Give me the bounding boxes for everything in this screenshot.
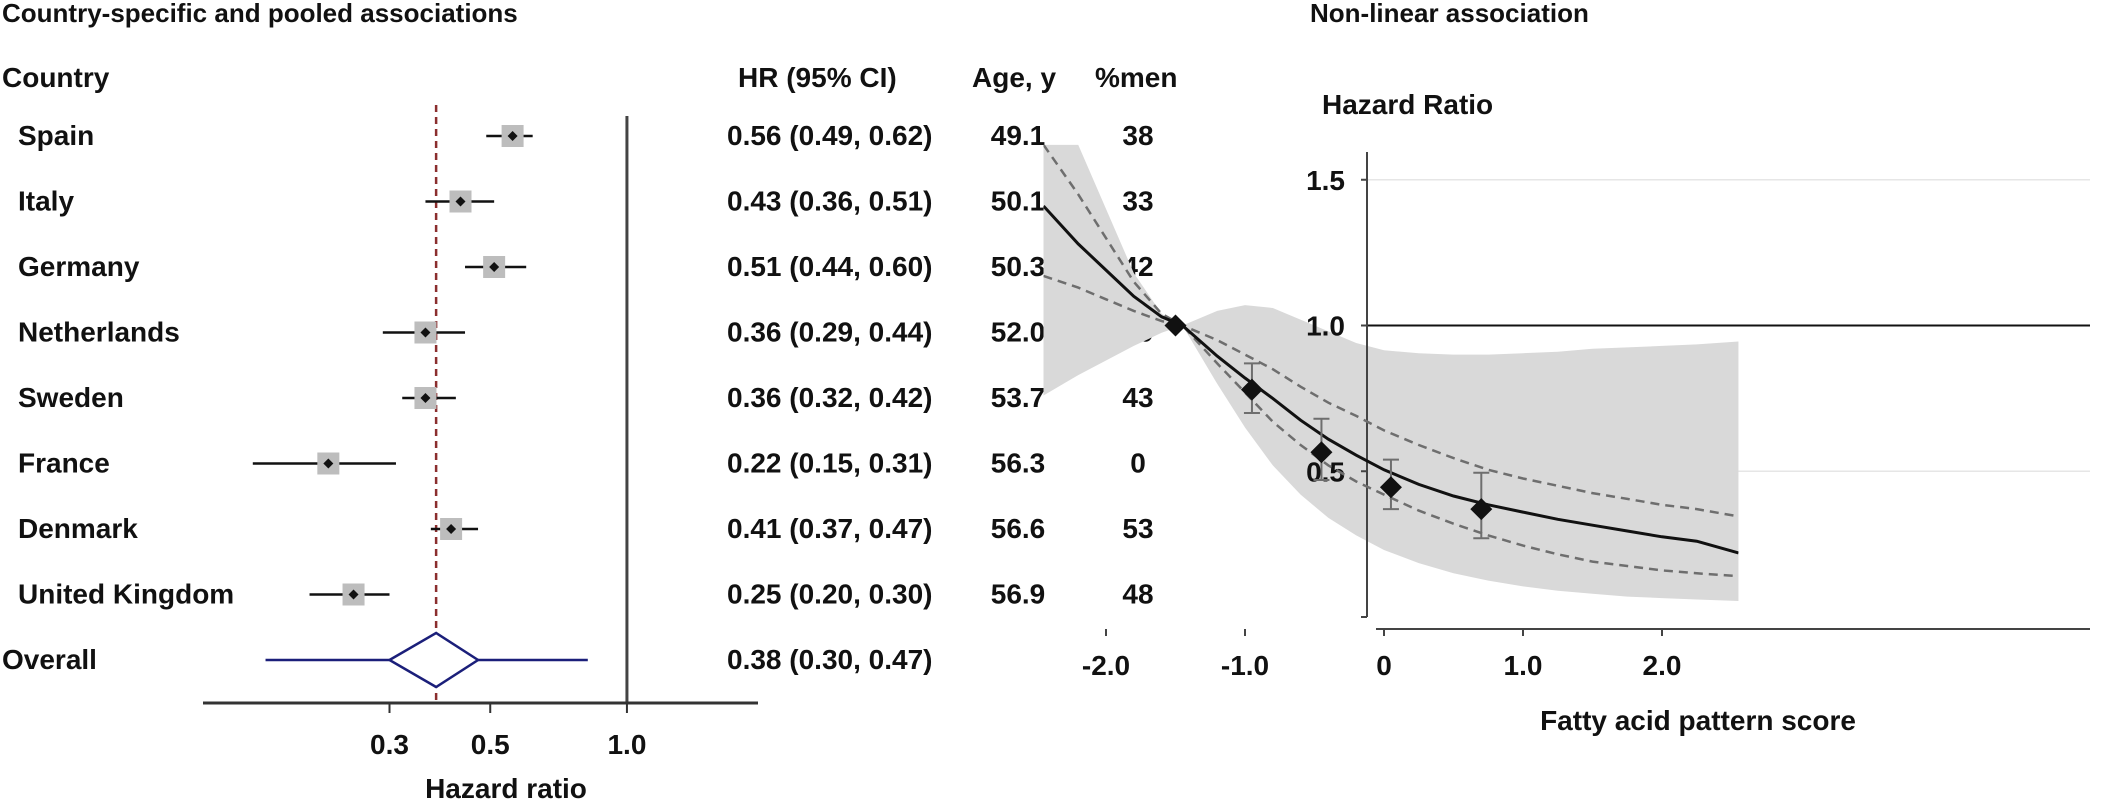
x-tick-label: 1.0 — [1504, 650, 1543, 681]
header-country: Country — [2, 62, 110, 93]
x-tick-label: 0 — [1376, 650, 1392, 681]
percent-men-value: 48 — [1122, 579, 1153, 610]
country-label: France — [18, 448, 110, 479]
point-estimate-marker — [420, 327, 431, 338]
percent-men-value: 0 — [1130, 448, 1146, 479]
point-estimate-marker — [455, 196, 466, 207]
spline-plot-panel: Non-linear association Hazard Ratio 1.5 1… — [1043, 0, 2090, 736]
point-marker — [1379, 476, 1402, 499]
point-estimate-marker — [489, 262, 500, 272]
point-estimate-marker — [323, 458, 334, 469]
hr-ci-value: 0.41 (0.37, 0.47) — [727, 513, 932, 544]
hr-ci-value: 0.25 (0.20, 0.30) — [727, 579, 932, 610]
point-marker — [1470, 498, 1493, 521]
x-tick-label: -1.0 — [1221, 650, 1269, 681]
forest-reference-lines — [434, 105, 629, 703]
category-point — [1470, 471, 1493, 540]
mean-age-value: 53.7 — [991, 382, 1046, 413]
country-label: Sweden — [18, 382, 124, 413]
country-label: Netherlands — [18, 317, 180, 348]
pooled-diamond — [387, 631, 481, 689]
spline-x-axis-label: Fatty acid pattern score — [1540, 705, 1856, 736]
hr-ci-value: 0.56 (0.49, 0.62) — [727, 120, 932, 151]
country-label: Denmark — [18, 513, 138, 544]
mean-age-value: 56.3 — [991, 448, 1046, 479]
overall-label: Overall — [2, 644, 97, 675]
point-estimate-marker — [420, 393, 431, 403]
percent-men-value: 38 — [1122, 120, 1153, 151]
estimate-curve — [1043, 204, 1739, 555]
percent-men-value: 43 — [1122, 382, 1153, 413]
point-estimate-marker — [348, 589, 359, 600]
point-marker — [1240, 378, 1263, 401]
percent-men-value: 53 — [1122, 513, 1153, 544]
spline-plot-area: 1.51.00.5-2.0 -1.0 0 1.0 2.0 — [1043, 144, 2090, 681]
forest-x-ticks: 0.3 0.5 1.0 — [370, 703, 646, 760]
header-percent-men: %men — [1095, 62, 1177, 93]
category-point — [1240, 362, 1263, 414]
x-tick-label: 0.3 — [370, 729, 409, 760]
ci-upper-curve — [1043, 144, 1739, 518]
hr-ci-value: 0.51 (0.44, 0.60) — [727, 251, 932, 282]
forest-row-overall: Overall 0.38 (0.30, 0.47) — [2, 631, 932, 689]
point-marker — [1310, 441, 1333, 464]
x-tick-label: -2.0 — [1082, 650, 1130, 681]
header-hr-ci: HR (95% CI) — [738, 62, 897, 93]
spline-title: Non-linear association — [1310, 0, 1589, 28]
country-label: United Kingdom — [18, 579, 234, 610]
ci-lower-curve — [1043, 274, 1739, 578]
percent-men-value: 33 — [1122, 186, 1153, 217]
country-label: Italy — [18, 186, 74, 217]
mean-age-value: 56.6 — [991, 513, 1046, 544]
hr-ci-value: 0.22 (0.15, 0.31) — [727, 448, 932, 479]
forest-row: Sweden 0.36 (0.32, 0.42) 53.7 43 — [18, 382, 1154, 413]
category-point — [1310, 417, 1333, 481]
spline-y-axis-label: Hazard Ratio — [1322, 89, 1493, 120]
mean-age-value: 50.1 — [991, 186, 1046, 217]
hr-ci-value: 0.36 (0.32, 0.42) — [727, 382, 932, 413]
header-age: Age, y — [972, 62, 1056, 93]
hr-ci-value: 0.43 (0.36, 0.51) — [727, 186, 932, 217]
forest-rows: Spain 0.56 (0.49, 0.62) 49.1 38 Italy 0.43 (0… — [2, 120, 1154, 689]
hr-ci-value: 0.36 (0.29, 0.44) — [727, 317, 932, 348]
forest-plot-panel: Country-specific and pooled associations… — [2, 0, 1177, 800]
category-point — [1164, 314, 1187, 337]
mean-age-value: 56.9 — [991, 579, 1046, 610]
mean-age-value: 50.3 — [991, 251, 1046, 282]
forest-title: Country-specific and pooled associations — [2, 0, 518, 28]
country-label: Spain — [18, 120, 94, 151]
forest-row: Germany 0.51 (0.44, 0.60) 50.3 42 — [18, 251, 1154, 282]
forest-row: Spain 0.56 (0.49, 0.62) 49.1 38 — [18, 120, 1154, 151]
mean-age-value: 52.0 — [991, 317, 1046, 348]
forest-x-axis-label: Hazard ratio — [425, 773, 587, 800]
forest-row: France 0.22 (0.15, 0.31) 56.3 0 — [18, 448, 1146, 479]
y-tick-label: 1.5 — [1306, 165, 1345, 196]
mean-age-value: 49.1 — [991, 120, 1046, 151]
category-point — [1379, 458, 1402, 511]
forest-row: United Kingdom 0.25 (0.20, 0.30) 56.9 48 — [18, 579, 1154, 610]
x-tick-label: 2.0 — [1643, 650, 1682, 681]
y-tick-label: 1.0 — [1306, 311, 1345, 342]
x-tick-label: 1.0 — [607, 729, 646, 760]
overall-hr-ci-value: 0.38 (0.30, 0.47) — [727, 644, 932, 675]
forest-row: Denmark 0.41 (0.37, 0.47) 56.6 53 — [18, 513, 1154, 544]
country-label: Germany — [18, 251, 140, 282]
point-marker — [1164, 314, 1187, 337]
forest-row: Italy 0.43 (0.36, 0.51) 50.1 33 — [18, 186, 1154, 217]
point-estimate-marker — [507, 131, 518, 141]
point-estimate-marker — [446, 524, 457, 534]
x-tick-label: 0.5 — [471, 729, 510, 760]
